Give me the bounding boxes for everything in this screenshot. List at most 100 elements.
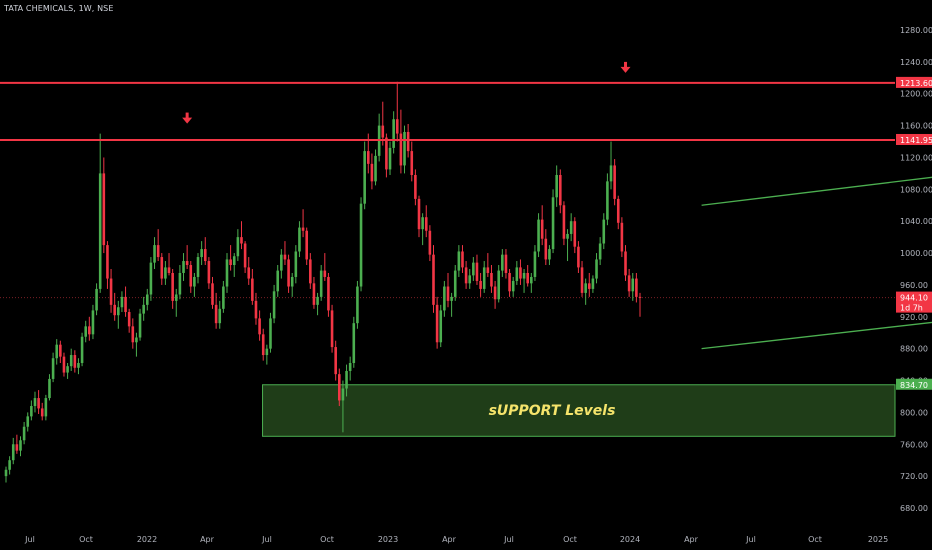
arrow-shaft xyxy=(624,61,628,68)
y-tick-label: 1120.00 xyxy=(900,153,932,162)
candle-body xyxy=(30,406,33,417)
candle-body xyxy=(537,219,540,252)
candle xyxy=(258,310,261,341)
candle xyxy=(526,265,529,287)
candle xyxy=(508,269,511,297)
candle-body xyxy=(461,251,464,268)
candle-body xyxy=(395,119,399,134)
candle-body xyxy=(551,197,555,250)
candle-body xyxy=(48,378,51,399)
candle-body xyxy=(265,348,269,356)
candle-body xyxy=(240,237,243,244)
candle-body xyxy=(77,363,80,368)
candle-body xyxy=(280,254,283,271)
candle xyxy=(580,261,584,297)
candle xyxy=(620,217,624,258)
candle-body xyxy=(211,283,214,305)
candle-body xyxy=(113,304,116,316)
time-axis[interactable]: Jul Oct 2022 Apr Jul Oct 2023 Apr Jul Oct 2024 Apr J… xyxy=(24,535,888,544)
candle-body xyxy=(236,237,240,257)
arrow-head xyxy=(182,117,193,124)
candle xyxy=(501,249,504,277)
x-tick-label: 2022 xyxy=(137,535,157,544)
candle-body xyxy=(55,344,59,359)
candle-body xyxy=(348,363,352,371)
candle xyxy=(345,364,348,397)
candle-body xyxy=(149,262,153,295)
candle xyxy=(482,261,486,293)
candle-body xyxy=(178,272,182,295)
candle xyxy=(457,245,461,277)
candle-body xyxy=(222,286,225,309)
candle-body xyxy=(258,318,261,335)
candle xyxy=(109,269,113,313)
candle xyxy=(591,275,595,293)
candle xyxy=(334,340,337,381)
candle xyxy=(269,312,272,353)
candle-body xyxy=(200,249,203,258)
candle-body xyxy=(504,254,508,273)
candles-layer xyxy=(4,81,642,483)
price-axis[interactable]: 680.00720.00760.00800.00840.00880.00920.… xyxy=(896,26,932,513)
candle-body xyxy=(403,131,406,166)
candle-body xyxy=(298,227,301,252)
candle-body xyxy=(26,416,30,427)
candle xyxy=(410,141,414,182)
candle-body xyxy=(421,217,424,230)
candle xyxy=(62,352,66,377)
candle-body xyxy=(363,151,366,204)
candle xyxy=(519,259,522,285)
price-label-83470: 834.70 xyxy=(896,378,932,390)
candle xyxy=(312,276,316,309)
candle xyxy=(98,133,102,293)
candle xyxy=(59,340,62,364)
candle-body xyxy=(334,347,337,375)
candle xyxy=(435,296,439,349)
candle xyxy=(421,213,424,246)
price-label-text: 1d 7h xyxy=(900,304,923,313)
candle xyxy=(22,421,26,445)
candle-body xyxy=(635,278,638,297)
candle xyxy=(19,436,22,457)
candle xyxy=(4,466,8,483)
y-tick-label: 1240.00 xyxy=(900,58,932,67)
candle xyxy=(497,265,501,303)
candle xyxy=(631,272,635,301)
candle-body xyxy=(533,251,537,277)
candle-body xyxy=(225,259,229,287)
candle-body xyxy=(352,323,356,364)
candle-body xyxy=(577,246,580,268)
candle xyxy=(149,257,153,301)
candle xyxy=(446,272,450,308)
x-tick-label: Apr xyxy=(684,535,699,544)
drawings-layer xyxy=(0,81,932,350)
candle-body xyxy=(142,304,145,314)
candle-body xyxy=(374,155,377,182)
candle-body xyxy=(247,267,251,279)
candle xyxy=(566,229,569,262)
price-label-box xyxy=(896,291,932,303)
price-label-box xyxy=(896,133,932,145)
candle-body xyxy=(4,469,8,477)
price-label-box xyxy=(896,76,932,88)
candle-body xyxy=(44,398,48,417)
candle-body xyxy=(406,131,410,152)
candle-body xyxy=(381,125,385,138)
candle xyxy=(189,261,193,293)
candle xyxy=(395,81,399,142)
candle xyxy=(207,257,211,289)
candle-body xyxy=(120,296,124,308)
candle-body xyxy=(399,133,403,166)
candle xyxy=(638,292,642,317)
candle-body xyxy=(327,276,330,311)
candle xyxy=(185,245,189,269)
candle-body xyxy=(185,261,189,266)
price-label-1d7h: 1d 7h xyxy=(896,301,932,313)
candle xyxy=(178,265,182,300)
candle-body xyxy=(15,444,19,451)
candle-body xyxy=(124,296,127,313)
candle xyxy=(577,241,580,273)
candle-body xyxy=(203,249,207,262)
candle-body xyxy=(432,254,435,305)
